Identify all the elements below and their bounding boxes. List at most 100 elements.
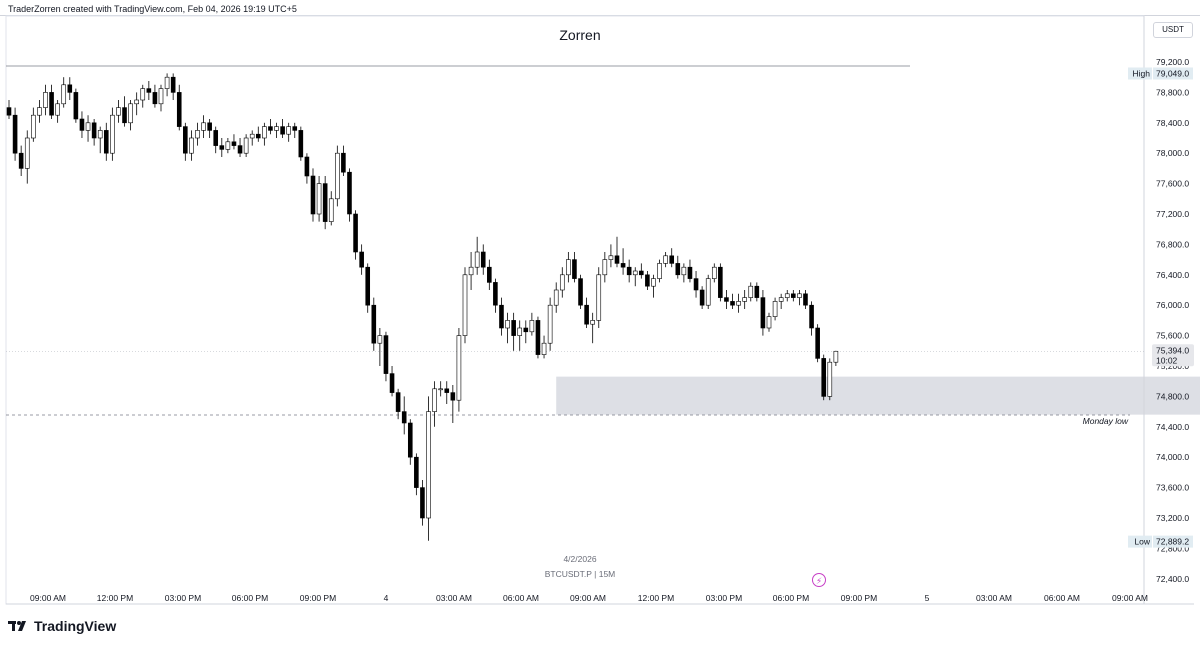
candle[interactable]	[231, 134, 237, 150]
candle[interactable]	[760, 290, 766, 336]
candle[interactable]	[73, 88, 79, 123]
candle[interactable]	[6, 100, 12, 119]
candle[interactable]	[316, 176, 322, 222]
candle[interactable]	[535, 316, 541, 359]
candle[interactable]	[432, 381, 437, 427]
candle[interactable]	[195, 122, 200, 146]
candle[interactable]	[468, 252, 474, 290]
candle[interactable]	[511, 312, 516, 351]
currency-selector[interactable]: USDT	[1153, 22, 1193, 38]
candle[interactable]	[170, 73, 176, 100]
candle[interactable]	[572, 252, 577, 283]
candle[interactable]	[152, 84, 158, 108]
candle[interactable]	[748, 282, 754, 302]
candle[interactable]	[499, 297, 504, 336]
candle[interactable]	[262, 122, 267, 146]
candle[interactable]	[474, 236, 480, 275]
candle[interactable]	[140, 84, 146, 108]
candle[interactable]	[249, 130, 255, 146]
demand-zone[interactable]	[556, 376, 1200, 415]
candle[interactable]	[91, 119, 97, 146]
candle[interactable]	[632, 267, 638, 287]
candle[interactable]	[778, 293, 784, 309]
candle[interactable]	[219, 138, 225, 157]
candle[interactable]	[389, 366, 395, 397]
candle[interactable]	[176, 84, 182, 131]
candle[interactable]	[505, 312, 510, 344]
candle[interactable]	[110, 107, 115, 161]
candle[interactable]	[766, 312, 772, 332]
candle[interactable]	[566, 252, 571, 283]
candle[interactable]	[12, 107, 18, 161]
time-axis[interactable]: 09:00 AM 12:00 PM 03:00 PM 06:00 PM 09:00 PM…	[30, 593, 1148, 603]
candle[interactable]	[347, 168, 352, 222]
candle[interactable]	[18, 145, 24, 176]
candle[interactable]	[401, 396, 407, 435]
candle[interactable]	[791, 290, 796, 302]
candle[interactable]	[645, 271, 650, 290]
candle[interactable]	[377, 328, 383, 366]
candle[interactable]	[183, 122, 188, 161]
candle[interactable]	[736, 293, 741, 313]
candle[interactable]	[286, 122, 291, 142]
candle[interactable]	[103, 122, 109, 161]
candle[interactable]	[268, 119, 273, 135]
candle[interactable]	[335, 145, 340, 207]
candle[interactable]	[821, 354, 827, 401]
lightning-icon[interactable]: ⚡	[812, 573, 826, 587]
candle[interactable]	[833, 350, 839, 366]
candle[interactable]	[359, 244, 364, 275]
candle[interactable]	[116, 100, 121, 123]
tradingview-brand[interactable]: TradingView	[8, 618, 116, 634]
candle[interactable]	[608, 244, 614, 268]
candle[interactable]	[426, 396, 431, 541]
candle[interactable]	[304, 153, 310, 184]
candle[interactable]	[639, 263, 644, 279]
candle[interactable]	[274, 122, 279, 138]
candle[interactable]	[803, 290, 808, 309]
candle[interactable]	[784, 290, 790, 302]
candle[interactable]	[280, 119, 285, 138]
candle[interactable]	[61, 77, 67, 108]
candle[interactable]	[207, 119, 212, 138]
candle[interactable]	[480, 244, 486, 275]
candle[interactable]	[420, 480, 425, 526]
candle[interactable]	[730, 293, 735, 309]
candle[interactable]	[602, 252, 608, 283]
price-axis[interactable]: 79,200.0 78,800.0 78,400.0 78,000.0 77,600.0…	[1156, 57, 1189, 584]
candle[interactable]	[578, 274, 583, 309]
candle[interactable]	[365, 263, 371, 313]
candle[interactable]	[553, 282, 559, 313]
candle[interactable]	[559, 267, 565, 298]
candle[interactable]	[328, 191, 334, 226]
candle[interactable]	[37, 100, 42, 123]
candle[interactable]	[24, 130, 30, 184]
candle[interactable]	[128, 100, 133, 131]
candle[interactable]	[687, 259, 693, 283]
candle[interactable]	[754, 282, 760, 302]
candle[interactable]	[164, 73, 170, 97]
candle[interactable]	[772, 297, 778, 321]
candle[interactable]	[310, 168, 316, 222]
candle[interactable]	[547, 297, 553, 351]
candle[interactable]	[438, 381, 443, 397]
candle[interactable]	[693, 271, 699, 298]
candle[interactable]	[724, 290, 729, 309]
candle[interactable]	[815, 324, 820, 363]
candle[interactable]	[292, 122, 298, 138]
candle[interactable]	[517, 320, 523, 351]
candle[interactable]	[383, 331, 389, 382]
candle[interactable]	[31, 107, 36, 142]
candle[interactable]	[395, 388, 401, 420]
candle[interactable]	[97, 126, 103, 154]
candle[interactable]	[201, 115, 206, 138]
candle[interactable]	[225, 138, 231, 154]
candle[interactable]	[523, 320, 529, 344]
candle[interactable]	[213, 126, 219, 154]
candle[interactable]	[462, 267, 468, 344]
candle[interactable]	[718, 263, 723, 302]
candle[interactable]	[341, 145, 346, 176]
candle[interactable]	[122, 96, 127, 127]
candle[interactable]	[827, 358, 833, 401]
